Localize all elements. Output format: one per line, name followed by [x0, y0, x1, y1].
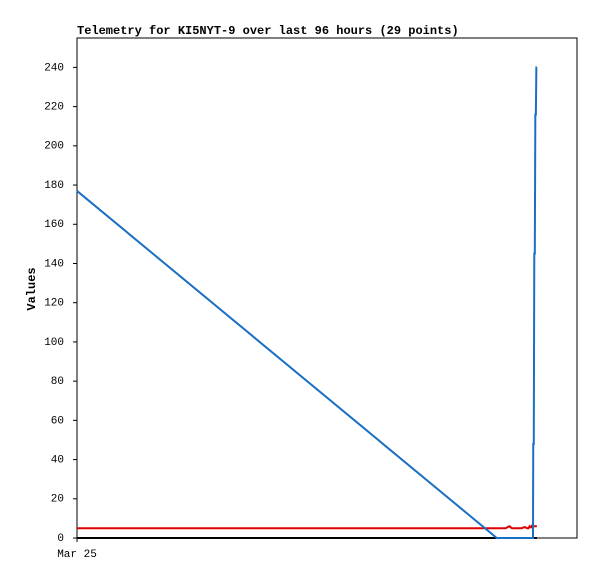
y-tick-label: 20	[51, 494, 64, 506]
y-tick-label: 120	[44, 298, 64, 310]
y-tick-label: 80	[51, 376, 64, 388]
y-tick-label: 40	[51, 454, 64, 466]
series-line	[77, 524, 537, 530]
y-tick-label: 60	[51, 415, 64, 427]
y-tick-label: 100	[44, 337, 64, 349]
y-tick-label: 0	[57, 533, 64, 545]
y-tick-label: 200	[44, 141, 64, 153]
series-line	[76, 66, 538, 539]
y-tick-label: 180	[44, 180, 64, 192]
y-tick-label: 140	[44, 258, 64, 270]
x-tick-label: Mar 25	[57, 549, 97, 561]
chart-title: Telemetry for KI5NYT-9 over last 96 hour…	[77, 24, 459, 38]
y-tick-label: 160	[44, 219, 64, 231]
y-tick-label: 240	[44, 62, 64, 74]
y-axis-label: Values	[25, 267, 39, 310]
y-tick-label: 220	[44, 102, 64, 114]
plot-frame	[76, 37, 578, 539]
